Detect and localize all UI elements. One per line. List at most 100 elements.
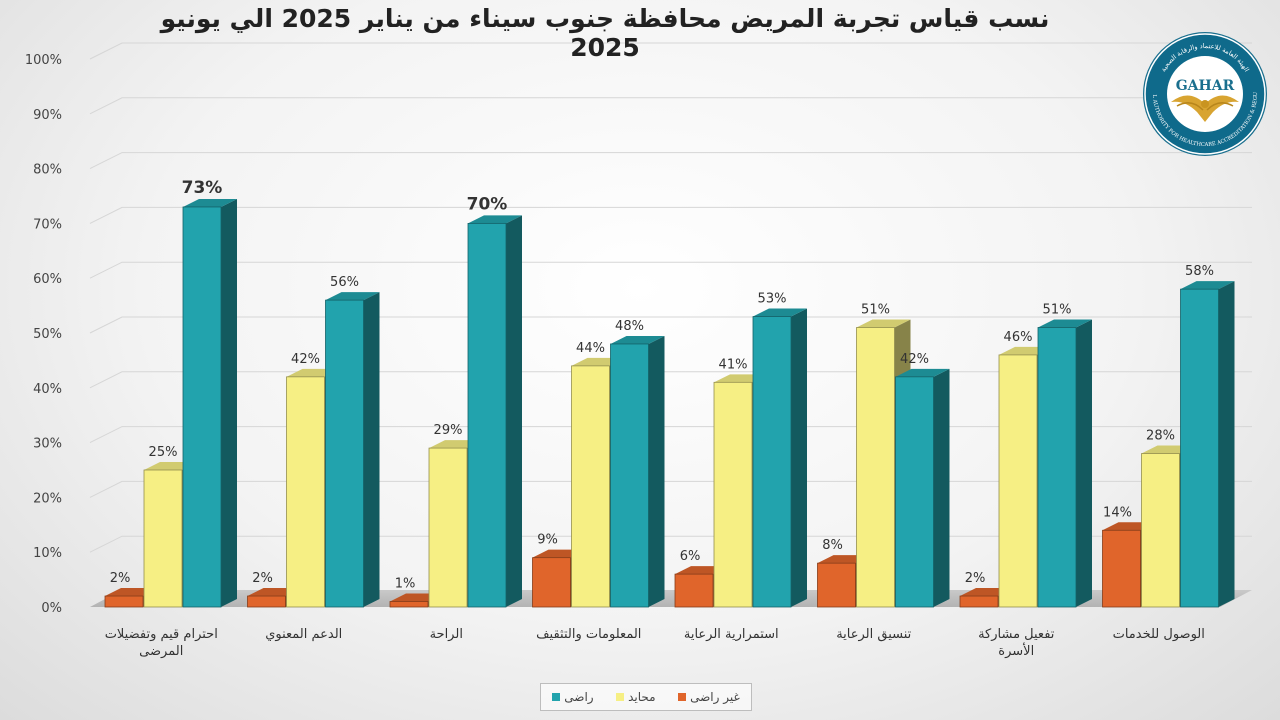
bar-side [933, 368, 950, 607]
legend-item-satisfied: راضى [552, 690, 594, 704]
eagle-icon [1171, 95, 1239, 122]
bar-front [1037, 327, 1077, 608]
bar-top [610, 335, 665, 344]
bar-front [998, 354, 1038, 608]
bar-top [325, 292, 380, 301]
bar-side [506, 215, 522, 607]
bar-side [221, 198, 237, 607]
bar-side [1076, 319, 1092, 607]
bar-front [247, 595, 286, 608]
legend-swatch-neutral [616, 693, 625, 701]
data-label: 1% [395, 577, 416, 592]
data-label: 56% [330, 275, 359, 290]
bar-front [1180, 288, 1219, 608]
bar-front [817, 562, 856, 608]
y-tick-label: 90% [33, 108, 62, 123]
bar-side [648, 335, 665, 607]
bar-2-5 [895, 368, 950, 608]
data-label: 2% [110, 571, 131, 586]
x-tick-label: المعلومات والتثقيف [536, 627, 641, 642]
y-tick-label: 100% [25, 53, 62, 68]
bar-front [752, 316, 792, 608]
bar-top [183, 198, 237, 207]
data-label: 44% [576, 341, 605, 356]
gridline [89, 316, 1252, 334]
data-label: 29% [434, 423, 463, 438]
bar-2-1 [325, 292, 380, 608]
x-tick-label: تنسيق الرعاية [836, 627, 911, 642]
bar-2-0 [182, 198, 237, 608]
data-label: 9% [537, 533, 558, 548]
legend-label-dissatisfied: غير راضى [690, 690, 740, 704]
data-label: 70% [467, 194, 508, 214]
data-label: 6% [680, 549, 701, 564]
data-label: 8% [822, 538, 843, 553]
gridline [89, 42, 1252, 60]
chart-title: نسب قياس تجربة المريض محافظة جنوب سيناء … [160, 4, 1050, 62]
y-tick-label: 40% [33, 382, 62, 397]
y-tick-label: 20% [33, 491, 62, 506]
bar-front [104, 595, 144, 608]
bar-2-6 [1037, 319, 1092, 608]
bar-front [286, 376, 325, 608]
bar-front [1141, 453, 1180, 608]
legend-label-neutral: محايد [628, 690, 656, 704]
bar-front [467, 222, 507, 608]
x-tick-label: الوصول للخدمات [1113, 627, 1205, 642]
y-tick-label: 0% [41, 601, 62, 616]
data-label: 58% [1185, 264, 1214, 279]
y-tick-label: 60% [33, 272, 62, 287]
data-label: 41% [719, 357, 748, 372]
legend-swatch-satisfied [552, 693, 561, 701]
data-label: 14% [1103, 505, 1132, 520]
x-tick-label: استمرارية الرعاية [684, 627, 779, 642]
bar-top [1180, 281, 1235, 290]
y-tick-label: 30% [33, 437, 62, 452]
data-label: 51% [1043, 303, 1072, 318]
legend-label-satisfied: راضى [564, 690, 594, 704]
bar-front [1102, 529, 1141, 608]
bar-side [363, 292, 380, 607]
gahar-logo: الهيئة العامة للاعتماد والرقابة الصحية G… [1141, 30, 1267, 156]
bar-front [610, 343, 649, 608]
logo-text: GAHAR [1176, 78, 1235, 94]
bar-front [959, 595, 999, 608]
legend-item-dissatisfied: غير راضى [678, 690, 740, 704]
data-label: 51% [861, 303, 890, 318]
bar-front [182, 206, 222, 608]
bar-top [753, 308, 807, 317]
data-label: 53% [758, 292, 787, 307]
bar-front [571, 365, 610, 608]
bar-front [143, 469, 183, 608]
data-label: 2% [965, 571, 986, 586]
y-tick-label: 70% [33, 217, 62, 232]
bar-top [856, 319, 911, 328]
bar-top [1038, 319, 1092, 328]
bar-front [856, 327, 895, 608]
gridline [89, 261, 1252, 279]
data-label: 73% [182, 178, 223, 198]
data-label: 46% [1004, 330, 1033, 345]
chart-legend: غير راضى محايد راضى [540, 683, 752, 711]
legend-swatch-dissatisfied [678, 693, 687, 701]
bar-front [428, 447, 468, 608]
legend-item-neutral: محايد [616, 690, 656, 704]
data-label: 25% [149, 445, 178, 460]
x-tick-label: تفعيل مشاركة الأسرة [978, 627, 1055, 659]
bar-2-3 [610, 335, 665, 608]
bar-front [713, 381, 753, 608]
x-tick-label: احترام قيم وتفضيلات المرضى [105, 627, 218, 659]
bar-front [325, 299, 364, 608]
data-label: 42% [900, 352, 929, 367]
gridline [89, 152, 1252, 170]
bar-2-7 [1180, 281, 1235, 608]
data-label: 28% [1146, 429, 1175, 444]
bar-front [895, 376, 934, 608]
gridline [89, 97, 1252, 115]
bar-front [389, 601, 429, 608]
bar-2-4 [752, 308, 807, 608]
bar-front [674, 573, 714, 608]
data-label: 2% [252, 571, 273, 586]
bar-front [532, 557, 571, 608]
